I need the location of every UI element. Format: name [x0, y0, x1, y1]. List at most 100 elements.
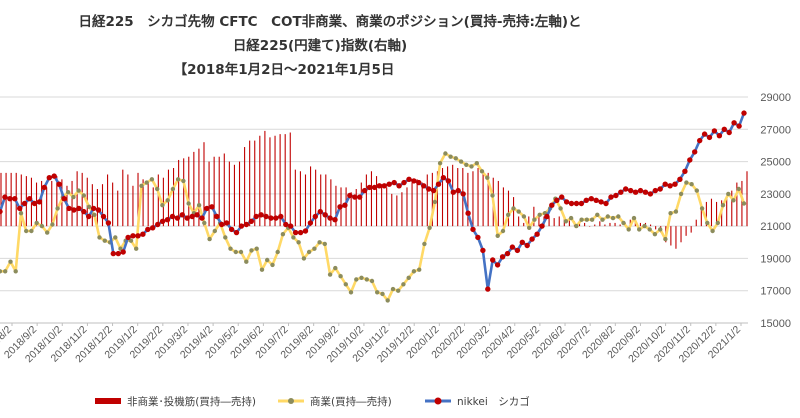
bar	[411, 182, 413, 227]
bar	[20, 174, 22, 227]
nikkei-point	[322, 212, 328, 218]
commercial-point	[474, 161, 479, 166]
commercial-point	[8, 259, 13, 264]
bar	[472, 171, 474, 227]
nikkei-point	[12, 196, 18, 202]
commercial-point	[411, 269, 417, 274]
legend-item-commercial: 商業(買持―売持)	[278, 395, 392, 408]
nikkei-point	[312, 213, 318, 220]
commercial-point	[568, 215, 574, 221]
nikkei-point	[317, 208, 323, 215]
commercial-point	[668, 211, 673, 216]
commercial-point	[401, 282, 406, 287]
commercial-point	[24, 228, 29, 234]
commercial-point	[212, 228, 217, 234]
commercial-point	[469, 164, 474, 169]
nikkei-point	[366, 184, 373, 191]
legend-swatch-commercial-marker	[288, 398, 294, 404]
bar	[223, 153, 225, 227]
commercial-point	[39, 223, 45, 229]
nikkei-point	[642, 189, 649, 195]
nikkei-point	[41, 184, 47, 191]
commercial-point	[705, 220, 710, 226]
bar	[497, 180, 499, 227]
commercial-point	[259, 267, 265, 272]
bar	[183, 158, 185, 227]
nikkei-point	[288, 223, 294, 229]
commercial-point	[343, 282, 348, 287]
commercial-point	[720, 203, 726, 208]
nikkei-point	[361, 187, 368, 194]
bar	[401, 192, 403, 227]
commercial-point	[76, 188, 81, 193]
commercial-point	[715, 220, 720, 226]
nikkei-point	[578, 200, 585, 207]
nikkei-point	[332, 217, 338, 223]
nikkei-point	[376, 183, 383, 189]
nikkei-point	[258, 212, 264, 218]
nikkei-point	[110, 250, 117, 257]
commercial-point	[605, 214, 610, 219]
legend-swatch-bar	[95, 398, 121, 404]
bar	[56, 176, 58, 227]
nikkei-point	[608, 194, 614, 200]
bar	[614, 222, 616, 227]
bar	[426, 174, 428, 227]
legend-item-nikkei: nikkei シカゴ	[425, 395, 530, 408]
nikkei-point	[401, 179, 407, 186]
chart-title: 日経225 シカゴ先物 CFTC COT非商業、商業のポジション(買持-売持:左…	[78, 13, 581, 78]
commercial-point	[647, 227, 652, 232]
bar	[132, 185, 134, 227]
commercial-point	[380, 291, 385, 297]
commercial-point	[333, 265, 338, 271]
commercial-point	[244, 259, 249, 264]
bar	[208, 161, 210, 227]
commercial-point	[265, 257, 270, 263]
commercial-point	[280, 232, 286, 237]
bar	[538, 213, 540, 227]
commercial-point	[348, 290, 354, 295]
nikkei-point	[632, 189, 639, 195]
bar	[578, 222, 581, 227]
bar	[452, 164, 454, 227]
nikkei-point	[716, 133, 723, 139]
commercial-point	[563, 219, 569, 224]
nikkei-point	[297, 229, 304, 236]
nikkei-point	[159, 218, 166, 224]
nikkei-point	[130, 233, 136, 239]
commercial-point	[375, 290, 380, 295]
bar	[71, 180, 73, 227]
bar	[274, 135, 276, 227]
commercial-point	[149, 177, 155, 182]
commercial-point	[532, 217, 537, 222]
bar	[736, 182, 738, 227]
bar	[355, 189, 357, 227]
nikkei-point	[164, 217, 171, 223]
bar	[198, 148, 200, 227]
nikkei-point	[411, 178, 417, 184]
commercial-point	[579, 217, 584, 222]
commercial-point	[275, 249, 280, 255]
nikkei-point	[292, 229, 299, 236]
commercial-point	[181, 178, 186, 184]
bar	[244, 147, 246, 227]
commercial-point	[595, 212, 600, 217]
commercial-point	[301, 256, 307, 261]
bar	[370, 171, 373, 227]
nikkei-point	[628, 187, 634, 194]
bar	[137, 172, 139, 227]
nikkei-point	[76, 205, 82, 212]
nikkei-point	[421, 183, 427, 189]
bar	[320, 174, 322, 227]
commercial-point	[385, 298, 390, 303]
commercial-point	[511, 206, 516, 211]
nikkei-point	[662, 181, 668, 187]
bar	[178, 159, 180, 227]
nikkei-point	[223, 220, 230, 226]
commercial-point	[254, 246, 259, 251]
nikkei-point	[61, 196, 67, 202]
commercial-point	[228, 246, 233, 251]
nikkei-point	[701, 131, 708, 137]
bar	[61, 179, 63, 227]
nikkei-point	[66, 205, 72, 212]
